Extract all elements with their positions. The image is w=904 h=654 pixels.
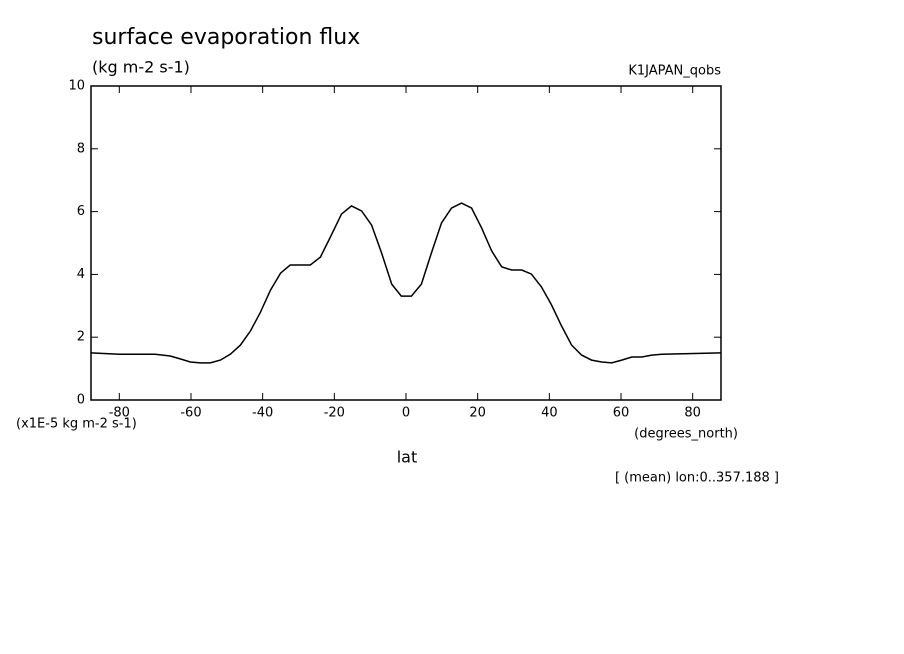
chart-title: surface evaporation flux [92,25,360,50]
x-tick-label: -20 [324,406,345,421]
y-tick-label: 2 [77,330,85,345]
x-tick-label: 80 [684,406,701,421]
chart-subtitle: (kg m-2 s-1) [92,58,190,77]
x-tick-label: 60 [613,406,630,421]
y-tick-label: 8 [77,141,85,156]
x-axis-label: lat [397,448,418,467]
y-tick-label: 4 [77,267,85,282]
y-tick-label: 10 [68,79,85,94]
x-tick-label: -40 [252,406,273,421]
note: [ (mean) lon:0..357.188 ] [615,471,779,486]
x-tick-label: -60 [180,406,201,421]
data-line [90,202,722,364]
annotation: K1JAPAN_qobs [628,64,721,79]
x-tick-label: 0 [402,406,410,421]
y-tick-label: 0 [77,393,85,408]
x-axis-unit: (degrees_north) [634,427,738,442]
x-tick-label: -80 [109,406,130,421]
x-tick-label: 20 [469,406,486,421]
plot-frame [90,85,722,401]
y-tick-label: 6 [77,204,85,219]
x-tick-label: 40 [541,406,558,421]
y-axis-label: (x1E-5 kg m-2 s-1) [16,417,137,432]
